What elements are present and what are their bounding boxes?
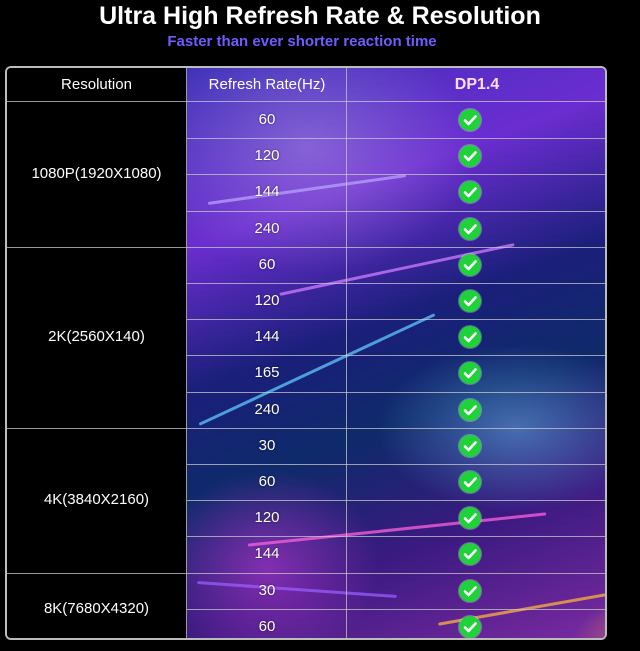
row-divider [187, 391, 605, 393]
check-circle-icon [459, 145, 481, 168]
row-divider [187, 319, 605, 321]
header-row: Resolution Refresh Rate(Hz) DP1.4 [7, 68, 605, 101]
resolution-column [7, 68, 187, 638]
check-circle-icon [459, 615, 481, 638]
refresh-rate-value: 240 [254, 400, 280, 418]
check-circle-icon [459, 181, 481, 204]
refresh-rate-value: 60 [258, 255, 276, 273]
check-circle-icon [459, 109, 481, 131]
refresh-rate-value: 144 [254, 183, 280, 201]
column-divider [346, 68, 347, 638]
refresh-rate-value: 120 [254, 509, 280, 527]
check-circle-icon [459, 398, 481, 421]
refresh-rate-value: 240 [254, 219, 280, 237]
header-divider [7, 101, 605, 102]
header-resolution: Resolution [61, 76, 132, 93]
row-divider [187, 138, 605, 140]
check-circle-icon [459, 326, 481, 349]
row-divider [187, 608, 605, 610]
row-divider [187, 536, 605, 538]
check-circle-icon [459, 217, 481, 240]
row-divider [187, 174, 605, 176]
refresh-rate-value: 30 [258, 581, 276, 599]
refresh-rate-table: Resolution Refresh Rate(Hz) DP1.4 1080P(… [5, 66, 607, 640]
resolution-label: 8K(7680X4320) [43, 599, 150, 617]
refresh-rate-value: 120 [254, 292, 280, 309]
refresh-rate-value: 120 [254, 147, 280, 165]
page-title: Ultra High Refresh Rate & Resolution [99, 2, 541, 30]
check-circle-icon [459, 471, 481, 493]
refresh-rate-value: 60 [258, 473, 276, 490]
refresh-rate-value: 144 [254, 328, 280, 346]
background-artwork [187, 68, 605, 638]
row-divider [187, 464, 605, 465]
header-dp14: DP1.4 [454, 76, 500, 93]
resolution-label: 1080P(1920X1080) [31, 165, 162, 183]
check-circle-icon [459, 507, 481, 530]
page-subtitle: Faster than ever shorter reaction time [167, 33, 437, 50]
row-divider [7, 427, 605, 429]
check-circle-icon [459, 290, 481, 312]
row-divider [7, 246, 605, 248]
refresh-rate-value: 165 [254, 364, 280, 382]
refresh-rate-value: 60 [258, 111, 276, 128]
row-divider [7, 572, 605, 574]
row-divider [187, 283, 605, 284]
resolution-label: 4K(3840X2160) [43, 491, 150, 509]
row-divider [187, 210, 605, 212]
check-circle-icon [459, 362, 481, 385]
check-circle-icon [459, 253, 481, 276]
header-refresh-rate: Refresh Rate(Hz) [208, 76, 326, 93]
row-divider [187, 355, 605, 357]
refresh-rate-value: 60 [258, 617, 276, 635]
refresh-rate-value: 144 [254, 545, 280, 563]
check-circle-icon [459, 543, 481, 566]
refresh-rate-value: 30 [258, 436, 276, 454]
check-circle-icon [459, 579, 481, 602]
row-divider [187, 500, 605, 502]
resolution-label: 2K(2560X140) [48, 328, 145, 346]
check-circle-icon [459, 434, 481, 457]
